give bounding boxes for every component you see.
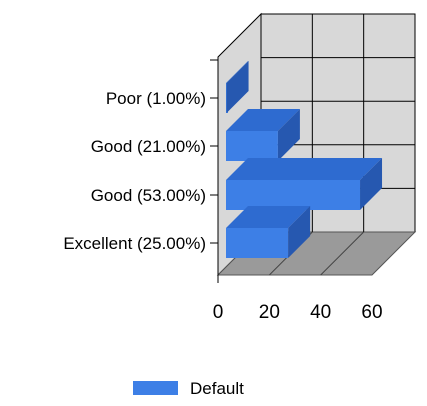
x-tick-label: 60 [361,302,382,323]
bar-side [226,61,249,113]
bar-top [226,206,311,228]
bar [226,206,311,258]
bar [226,158,383,210]
bar-top [226,109,300,131]
x-tick-label: 40 [310,302,331,323]
bar-side [288,206,311,258]
bar-side [360,158,383,210]
x-axis-labels: 0 20 40 60 [213,302,383,323]
bar-top [226,158,383,180]
legend: Default [133,379,244,398]
bar-front [226,180,361,210]
y-tick-label: Good (53.00%) [91,186,206,205]
legend-label: Default [190,379,244,398]
y-tick-label: Excellent (25.00%) [63,234,206,253]
chart-bars [226,61,383,258]
bar-front [226,228,289,258]
gridline [320,231,365,276]
bar [226,61,249,113]
chart-grid [217,14,415,283]
bar-front [226,131,278,161]
x-tick-label: 0 [213,302,224,323]
y-axis-labels: Poor (1.00%) Good (21.00%) Good (53.00%) Ex… [63,59,218,253]
bar-side [277,109,300,161]
bar-top [226,61,249,83]
y-tick-label: Good (21.00%) [91,137,206,156]
x-tick-label: 20 [259,302,280,323]
legend-swatch [133,381,178,395]
y-tick-label: Poor (1.00%) [106,89,206,108]
bar [226,109,300,161]
